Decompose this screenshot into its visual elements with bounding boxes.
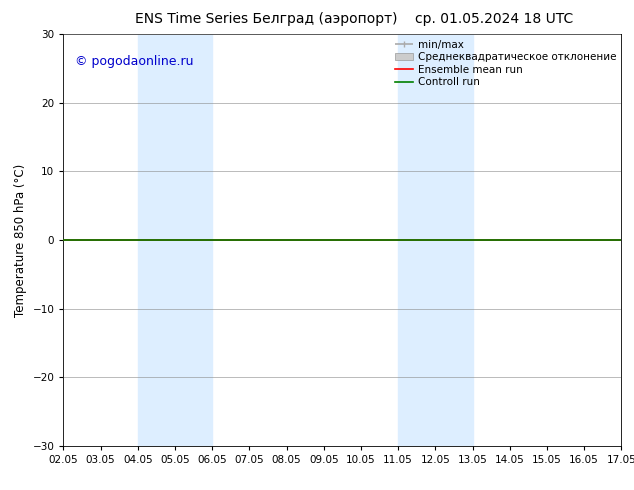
Legend: min/max, Среднеквадратическое отклонение, Ensemble mean run, Controll run: min/max, Среднеквадратическое отклонение… [392,37,618,89]
Bar [138,34,212,446]
Text: ср. 01.05.2024 18 UTC: ср. 01.05.2024 18 UTC [415,12,574,26]
Bar [398,34,472,446]
Text: ENS Time Series Белград (аэропорт): ENS Time Series Белград (аэропорт) [135,12,398,26]
Text: © pogodaonline.ru: © pogodaonline.ru [75,55,193,68]
Y-axis label: Temperature 850 hPa (°C): Temperature 850 hPa (°C) [14,164,27,317]
